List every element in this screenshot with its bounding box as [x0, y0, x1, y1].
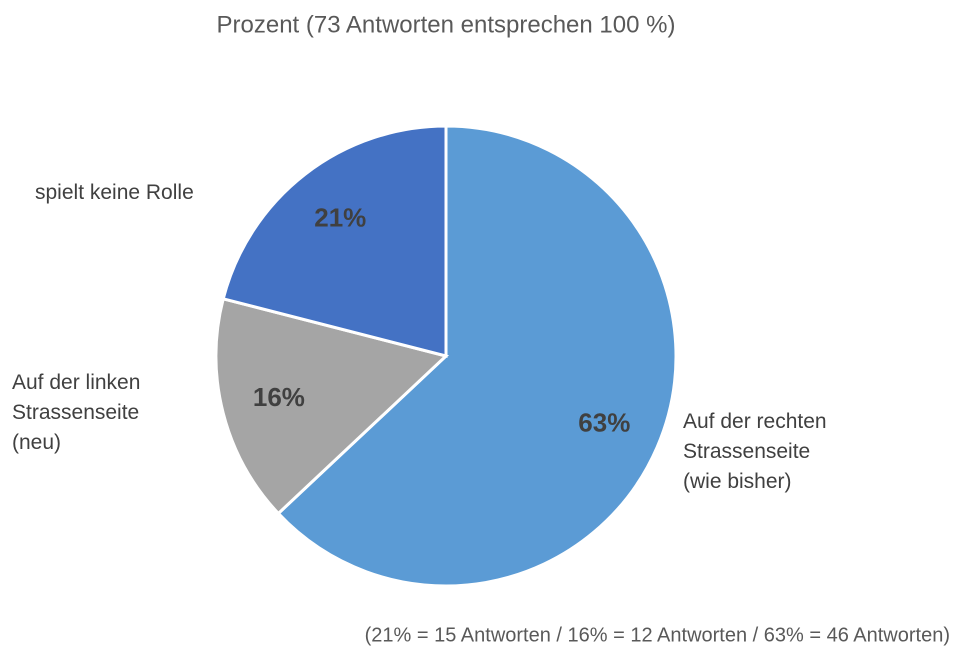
category-label: Auf der linken Strassenseite (neu) [12, 371, 141, 454]
footnote: (21% = 15 Antworten / 16% = 12 Antworten… [365, 624, 950, 646]
pie-slice [221, 124, 448, 358]
data-label: 21% [314, 203, 366, 233]
pie-slice [214, 296, 450, 516]
data-label: 16% [253, 382, 305, 412]
category-label: spielt keine Rolle [35, 181, 194, 204]
chart-title: Prozent (73 Antworten entsprechen 100 %) [217, 11, 676, 38]
category-label: Auf der rechten Strassenseite (wie bishe… [683, 410, 827, 493]
data-label: 63% [578, 407, 630, 437]
pie-slice [276, 124, 678, 588]
